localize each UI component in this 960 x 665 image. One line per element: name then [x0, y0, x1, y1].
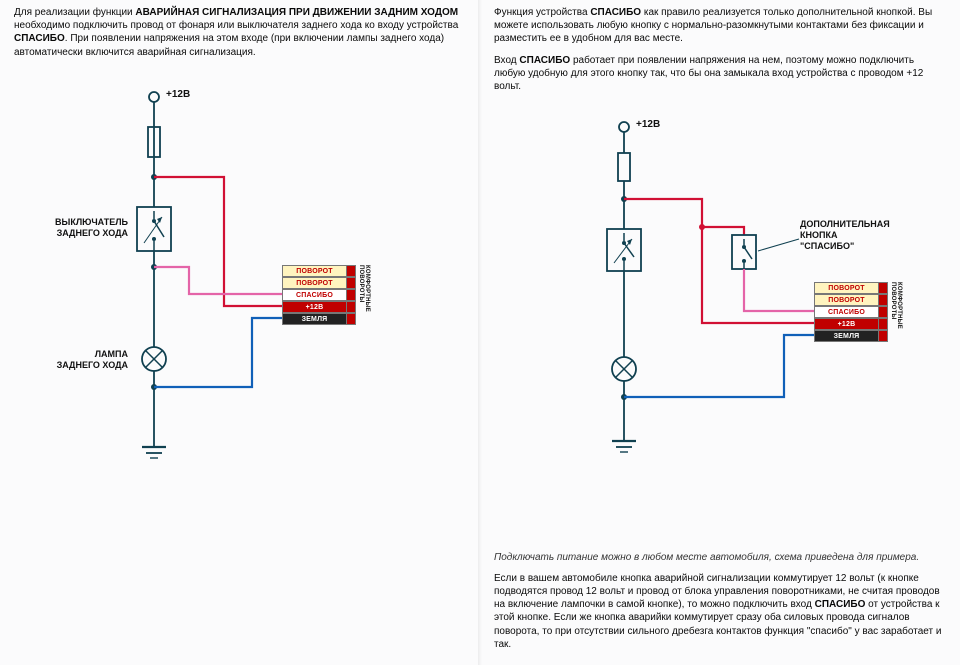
- module-row-gnd: ЗЕМЛЯ: [282, 313, 347, 325]
- left-switch-label: ВЫКЛЮЧАТЕЛЬЗАДНЕГО ХОДА: [18, 217, 128, 239]
- left-module: ПОВОРОТ ПОВОРОТ СПАСИБО +12B ЗЕМЛЯ КОМФО…: [282, 265, 356, 325]
- right-paragraph-2: Вход СПАСИБО работает при появлении напр…: [494, 54, 946, 94]
- right-paragraph-1: Функция устройства СПАСИБО как правило р…: [494, 6, 946, 46]
- page: Для реализации функции АВАРИЙНАЯ СИГНАЛИ…: [0, 0, 960, 665]
- left-12v-label: +12В: [166, 89, 190, 100]
- module-row-turn2: ПОВОРОТ: [282, 277, 347, 289]
- module-side-label: КОМФОРТНЫЕ ПОВОРОТЫ: [890, 282, 902, 342]
- left-lamp-label: ЛАМПАЗАДНЕГО ХОДА: [18, 349, 128, 371]
- left-schematic-svg: [14, 67, 474, 487]
- module-row-12v: +12B: [282, 301, 347, 313]
- left-column: Для реализации функции АВАРИЙНАЯ СИГНАЛИ…: [0, 0, 480, 665]
- page-gutter: [478, 0, 482, 665]
- module-row-gnd: ЗЕМЛЯ: [814, 330, 879, 342]
- right-diagram: +12В ДОПОЛНИТЕЛЬНАЯКНОПКА"СПАСИБО" ПОВОР…: [494, 101, 946, 461]
- left-diagram: +12В ВЫКЛЮЧАТЕЛЬЗАДНЕГО ХОДА ЛАМПАЗАДНЕГ…: [14, 67, 466, 487]
- right-schematic-svg: [494, 101, 954, 461]
- right-12v-label: +12В: [636, 119, 660, 130]
- module-row-spasibo: СПАСИБО: [814, 306, 879, 318]
- left-paragraph-1: Для реализации функции АВАРИЙНАЯ СИГНАЛИ…: [14, 6, 466, 59]
- module-side-label: КОМФОРТНЫЕ ПОВОРОТЫ: [358, 265, 370, 325]
- right-paragraph-3: Если в вашем автомобиле кнопка аварийной…: [494, 572, 950, 651]
- right-note: Подключать питание можно в любом месте а…: [494, 551, 950, 564]
- module-row-spasibo: СПАСИБО: [282, 289, 347, 301]
- right-bottom-text: Подключать питание можно в любом месте а…: [494, 551, 950, 659]
- right-column: Функция устройства СПАСИБО как правило р…: [480, 0, 960, 665]
- module-row-12v: +12B: [814, 318, 879, 330]
- module-row-turn1: ПОВОРОТ: [814, 282, 879, 294]
- right-button-label: ДОПОЛНИТЕЛЬНАЯКНОПКА"СПАСИБО": [800, 219, 940, 251]
- module-row-turn1: ПОВОРОТ: [282, 265, 347, 277]
- right-module: ПОВОРОТ ПОВОРОТ СПАСИБО +12B ЗЕМЛЯ КОМФО…: [814, 282, 888, 342]
- module-row-turn2: ПОВОРОТ: [814, 294, 879, 306]
